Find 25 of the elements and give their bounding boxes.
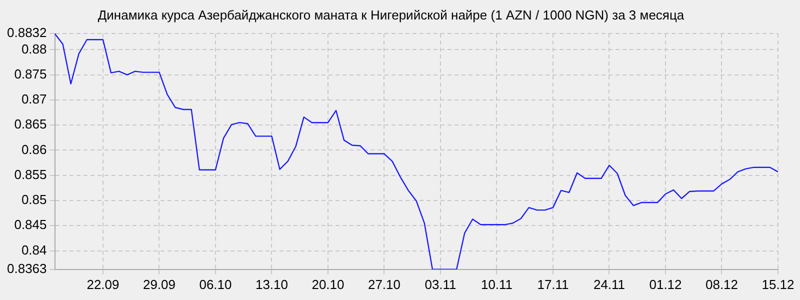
x-tick-label: 17.11 (537, 276, 569, 292)
x-tick-label: 24.11 (593, 276, 626, 292)
y-tick-label: 0.86 (21, 142, 47, 157)
x-tick-label: 03.11 (424, 276, 456, 292)
x-tick-label: 27.10 (368, 276, 401, 292)
chart-title: Динамика курса Азербайджанского маната к Нигерийской найре (1 AZN / 1000 NGN) за 3 месяца (98, 7, 685, 22)
x-tick-label: 13.10 (255, 276, 288, 292)
x-tick-label: 10.11 (480, 276, 513, 292)
y-tick-label: 0.85 (21, 192, 47, 208)
y-tick-label: 0.8832 (6, 25, 47, 40)
x-tick-label: 01.12 (649, 276, 682, 292)
y-tick-label: 0.84 (21, 242, 47, 258)
y-tick-label: 0.8363 (6, 260, 47, 276)
x-tick-label: 29.09 (142, 276, 176, 292)
y-tick-label: 0.845 (14, 217, 47, 232)
y-tick-label: 0.855 (14, 166, 47, 182)
x-tick-label: 15.12 (762, 276, 794, 292)
y-tick-label: 0.88 (21, 41, 47, 56)
x-tick-label: 22.09 (86, 276, 120, 292)
y-tick-label: 0.875 (14, 66, 47, 82)
x-tick-label: 20.10 (312, 276, 344, 292)
x-tick-label: 06.10 (199, 276, 232, 292)
y-tick-label: 0.87 (21, 92, 47, 107)
y-tick-label: 0.865 (14, 116, 47, 132)
x-tick-label: 08.12 (705, 276, 738, 292)
